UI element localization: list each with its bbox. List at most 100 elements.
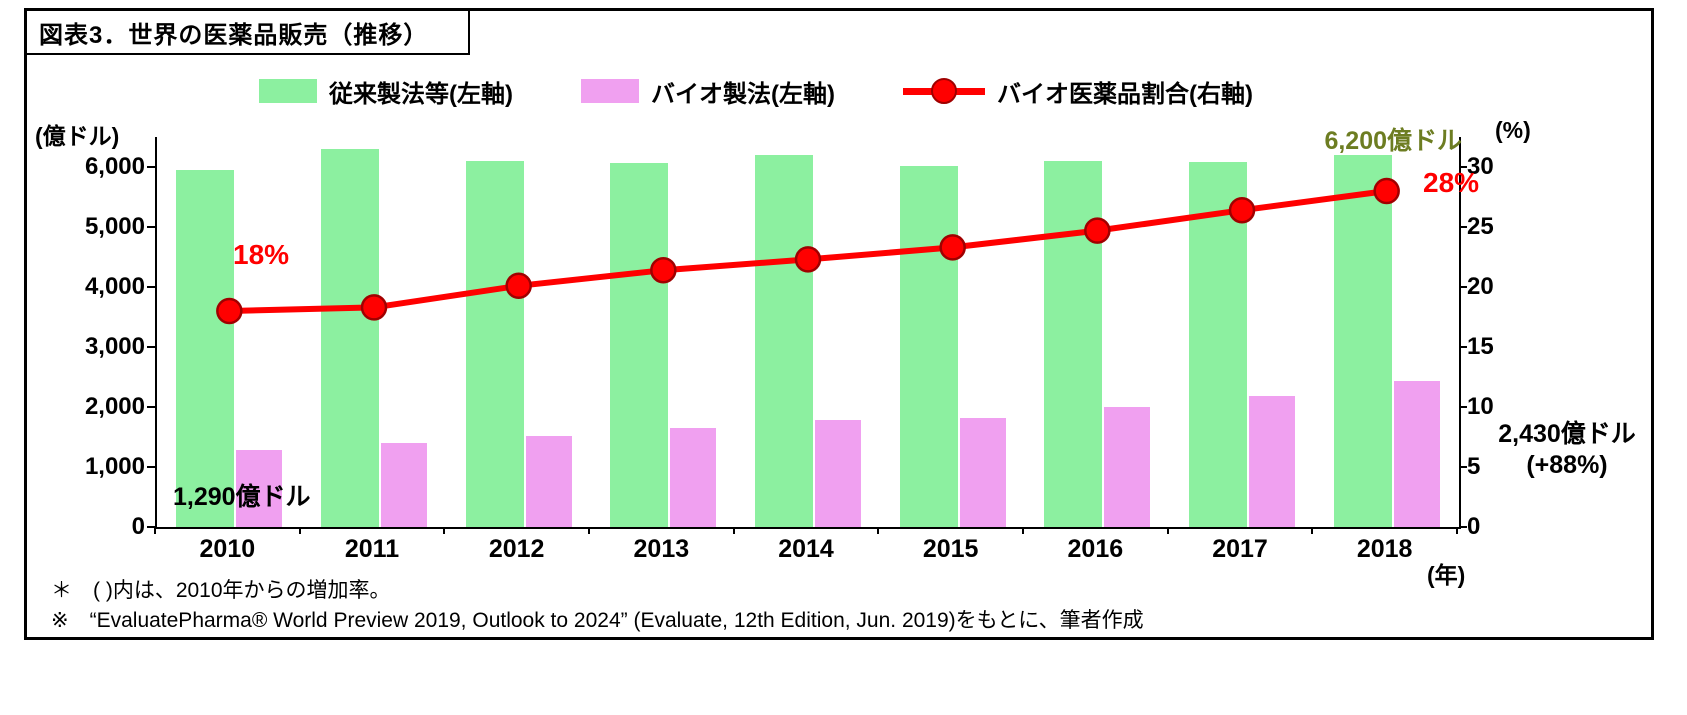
x-axis-tick-label: 2017 — [1212, 535, 1268, 563]
x-axis-tick-label: 2015 — [922, 535, 979, 563]
annotation-pink-2018-value: 2,430億ドル — [1498, 420, 1636, 448]
bio-bar-2014 — [815, 420, 861, 527]
left-axis-tick-label: 2,000 — [84, 393, 145, 420]
left-axis-tickmark — [147, 226, 155, 228]
ratio-marker-2012 — [505, 272, 532, 300]
right-axis-tickmark — [1459, 346, 1467, 348]
conventional-bar-2011 — [321, 149, 379, 527]
left-axis-tickmark — [147, 166, 155, 168]
right-axis-tickmark — [1459, 466, 1467, 468]
x-axis-tick-label: 2011 — [344, 535, 400, 563]
legend-label-bio: バイオ製法(左軸) — [650, 80, 835, 108]
left-axis-tickmark — [147, 286, 155, 288]
right-axis-tick-label: 0 — [1467, 513, 1481, 540]
conventional-bar-2017 — [1189, 162, 1247, 527]
left-axis-tickmark — [147, 526, 155, 528]
right-axis-tick-label: 15 — [1467, 333, 1494, 360]
conventional-bar-2018 — [1333, 155, 1392, 527]
annotation-ratio-2010: 18% — [233, 239, 290, 270]
x-axis-tickmark — [732, 527, 735, 534]
bio-bar-2017 — [1249, 396, 1295, 527]
bio-bar-2011 — [381, 443, 427, 527]
left-axis-tick-label: 6,000 — [84, 153, 145, 180]
ratio-marker-2011 — [360, 294, 388, 321]
x-axis-tickmark — [1456, 527, 1458, 534]
plot-area — [155, 137, 1461, 529]
left-axis-tickmark — [147, 346, 155, 348]
bio-bar-2018 — [1393, 381, 1440, 527]
legend-label-conventional: 従来製法等(左軸) — [329, 80, 513, 108]
conventional-bar-2013 — [610, 162, 669, 527]
ratio-marker-2010 — [216, 297, 243, 325]
left-axis-tick-label: 4,000 — [84, 273, 145, 300]
x-axis-tick-label: 2018 — [1356, 535, 1413, 563]
x-axis-tickmark — [443, 527, 446, 534]
right-axis-tick-label: 25 — [1467, 213, 1494, 240]
right-axis-unit: (%) — [1495, 117, 1531, 143]
left-axis-tickmark — [147, 466, 155, 468]
right-axis-tickmark — [1459, 526, 1467, 528]
ratio-marker-2014 — [794, 246, 822, 273]
red-line-swatch-dot — [930, 78, 957, 104]
left-axis-unit: (億ドル) — [35, 123, 120, 149]
annotation-ratio-2018: 28% — [1423, 167, 1480, 198]
bio-bar-2013 — [670, 428, 717, 527]
legend-item-conventional: 従来製法等(左軸) — [259, 74, 513, 109]
x-axis-tickmark — [1022, 527, 1024, 534]
left-axis-tick-label: 5,000 — [84, 213, 145, 240]
x-axis-tick-label: 2014 — [778, 535, 834, 563]
ratio-marker-2017 — [1228, 196, 1256, 224]
chart-frame: 図表3．世界の医薬品販売（推移） 従来製法等(左軸) バイオ製法(左軸) バイオ… — [24, 8, 1654, 640]
right-axis-tickmark — [1459, 226, 1467, 228]
x-axis-tickmark — [298, 527, 301, 534]
x-axis-tickmark — [1311, 527, 1314, 534]
x-axis-tick-label: 2010 — [199, 535, 256, 563]
right-axis-tick-label: 5 — [1467, 453, 1481, 480]
right-axis-tick-label: 10 — [1467, 393, 1494, 420]
left-axis-tick-label: 1,000 — [84, 453, 145, 480]
bio-bar-2015 — [959, 417, 1006, 527]
annotation-pink-2010: 1,290億ドル — [173, 483, 311, 511]
right-axis-tickmark — [1459, 166, 1467, 168]
left-axis-tick-label: 0 — [131, 513, 145, 540]
annotation-green-2018: 6,200億ドル — [1324, 127, 1462, 155]
annotation-pink-2018-growth: (+88%) — [1526, 451, 1608, 479]
x-axis-tickmark — [877, 527, 880, 534]
legend-item-ratio: バイオ医薬品割合(右軸) — [902, 74, 1253, 109]
conventional-bar-2012 — [465, 161, 524, 527]
ratio-marker-2018 — [1373, 177, 1400, 205]
bio-bar-2016 — [1104, 407, 1151, 527]
x-axis-tickmark — [1166, 527, 1169, 534]
conventional-bar-2015 — [899, 165, 958, 527]
right-axis-tick-label: 30 — [1467, 153, 1494, 180]
right-axis-tickmark — [1459, 406, 1467, 408]
left-axis-tickmark — [147, 406, 155, 408]
x-axis-tick-label: 2016 — [1067, 535, 1124, 563]
bio-bar-2012 — [525, 435, 572, 527]
conventional-bar-2014 — [755, 155, 813, 527]
right-axis-tick-label: 20 — [1467, 273, 1494, 300]
x-axis-tickmark — [154, 527, 156, 534]
pink-bar-swatch-icon — [580, 79, 639, 103]
bio-bar-2010 — [236, 449, 283, 527]
figure-title: 図表3．世界の医薬品販売（推移） — [27, 11, 470, 55]
ratio-line-layer — [216, 177, 1400, 325]
green-bar-swatch-icon — [259, 79, 317, 103]
legend-item-bio: バイオ製法(左軸) — [580, 74, 835, 109]
x-axis-tick-label: 2013 — [633, 535, 690, 563]
x-axis-tick-label: 2012 — [488, 535, 545, 563]
ratio-marker-2016 — [1084, 217, 1111, 244]
ratio-marker-2013 — [650, 256, 677, 284]
right-axis-tickmark — [1459, 286, 1467, 288]
annotation-pink-2018: 2,430億ドル (+88%) — [1479, 419, 1655, 481]
legend-label-ratio: バイオ医薬品割合(右軸) — [996, 80, 1253, 108]
footnote-1: ＊ ( )内は、2010年からの増加率。 — [51, 579, 391, 602]
legend: 従来製法等(左軸) バイオ製法(左軸) バイオ医薬品割合(右軸) — [259, 74, 1253, 109]
red-line-swatch-icon — [902, 77, 985, 105]
x-axis-unit: (年) — [1427, 562, 1466, 588]
ratio-marker-2015 — [939, 234, 966, 261]
x-axis-tickmark — [588, 527, 590, 534]
left-axis-tick-label: 3,000 — [84, 333, 145, 360]
conventional-bar-2010 — [176, 170, 235, 527]
footnote-2: ※ “EvaluatePharma® World Preview 2019, O… — [51, 609, 1144, 632]
